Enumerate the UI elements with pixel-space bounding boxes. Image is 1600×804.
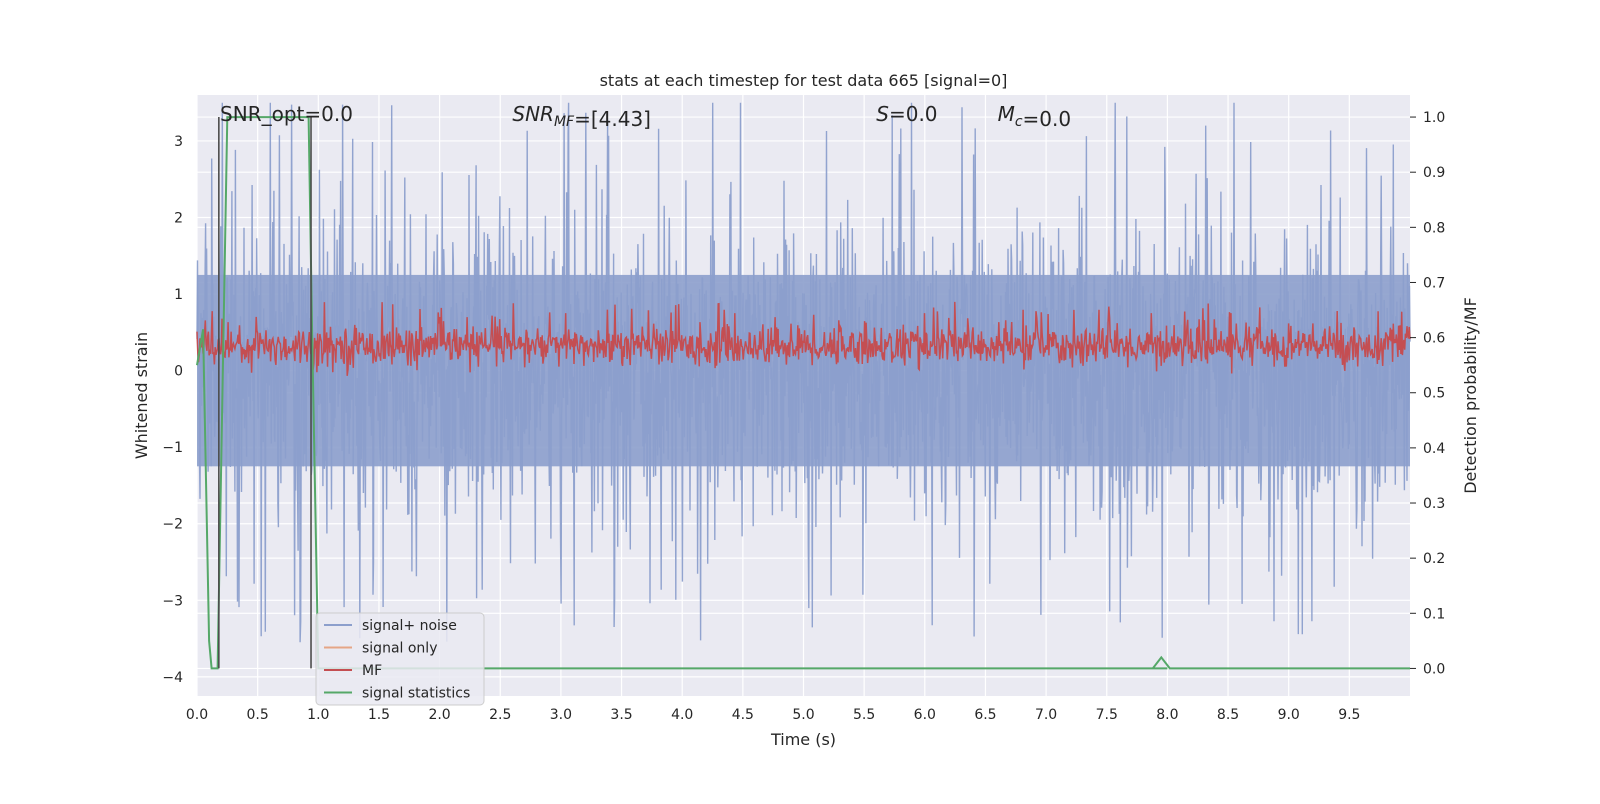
annotation-part: S: [876, 102, 889, 126]
legend-box: [315, 612, 485, 706]
y-right-tick-label: 0.5: [1423, 386, 1445, 402]
legend-label: signal+ noise: [362, 618, 457, 634]
y-left-tick-label: −2: [162, 517, 183, 533]
stat-annotation: Mc=0.0: [998, 102, 1072, 131]
y-axis-right-label: Detection probability/MF: [1461, 297, 1480, 494]
y-left-tick-label: 3: [174, 134, 183, 150]
y-left-tick-label: 2: [174, 210, 183, 226]
x-tick-label: 8.5: [1217, 707, 1239, 723]
x-tick-label: 1.5: [368, 707, 390, 723]
x-tick-label: 3.5: [610, 707, 632, 723]
x-tick-label: 2.5: [489, 707, 511, 723]
annotation-part: c: [1015, 114, 1023, 130]
x-tick-label: 7.0: [1035, 707, 1057, 723]
x-axis-label: Time (s): [770, 730, 836, 749]
mf-line: [196, 301, 1411, 376]
x-tick-label: 6.0: [914, 707, 936, 723]
y-right-tick-label: 1.0: [1423, 110, 1445, 126]
x-tick-label: 0.5: [247, 707, 269, 723]
y-right-tick-label: 0.8: [1423, 220, 1445, 236]
mf-series: [196, 301, 1411, 376]
y-right-tick-label: 0.9: [1423, 165, 1445, 181]
x-tick-label: 6.5: [974, 707, 996, 723]
annotation-layer: SNR_opt=0.0 SNRMF=[4.43] S=0.0 Mc=0.0: [220, 102, 1071, 131]
signal-noise-band: [197, 274, 1410, 467]
x-tick-label: 4.5: [732, 707, 754, 723]
annotation-part: SNR_opt=0.0: [220, 102, 353, 126]
y-right-tick-label: 0.4: [1423, 441, 1445, 457]
y-right-tick-label: 0.6: [1423, 331, 1445, 347]
x-tick-label: 9.0: [1278, 707, 1300, 723]
x-tick-label: 3.0: [550, 707, 572, 723]
annotation-part: =0.0: [889, 102, 938, 126]
annotation-part: =[4.43]: [574, 107, 651, 131]
legend-label: signal only: [362, 641, 437, 657]
annotation-part: SNR: [512, 102, 554, 126]
y-axis-left-label: Whitened strain: [132, 332, 151, 459]
y-left-tick-label: −3: [162, 593, 183, 609]
annotation-part: =0.0: [1023, 107, 1072, 131]
chart-title: stats at each timestep for test data 665…: [600, 71, 1008, 90]
legend-label: signal statistics: [362, 686, 470, 702]
y-right-tick-label: 0.2: [1423, 551, 1445, 567]
annotation-part: MF: [554, 114, 575, 130]
y-left-tick-label: 0: [174, 364, 183, 380]
y-left-tick-label: −4: [162, 670, 183, 686]
x-tick-label: 5.0: [792, 707, 814, 723]
x-tick-label: 5.5: [853, 707, 875, 723]
y-right-tick-label: 0.7: [1423, 275, 1445, 291]
y-right-tick-label: 0.0: [1423, 661, 1445, 677]
x-tick-label: 0.0: [186, 707, 208, 723]
stat-annotation: S=0.0: [876, 102, 937, 126]
annotation-part: M: [998, 102, 1015, 126]
x-tick-label: 7.5: [1096, 707, 1118, 723]
x-tick-label: 8.0: [1156, 707, 1178, 723]
y-left-tick-label: −1: [162, 440, 183, 456]
tick-layer: 0.0 0.5 1.0 1.5 2.0 2.5 3.0 3.5 4.0 4.5 5.0 5.5 6.0 6…: [162, 110, 1445, 723]
legend: signal+ noise signal only MF signal statist…: [315, 612, 485, 706]
legend-label: MF: [362, 663, 382, 679]
x-tick-label: 2.0: [428, 707, 450, 723]
x-tick-label: 1.0: [307, 707, 329, 723]
x-tick-label: 9.5: [1338, 707, 1360, 723]
signal-statistics-series: [196, 116, 1410, 670]
x-tick-label: 4.0: [671, 707, 693, 723]
y-right-tick-label: 0.3: [1423, 496, 1445, 512]
stat-annotation: SNR_opt=0.0: [220, 102, 353, 126]
y-left-tick-label: 1: [174, 287, 183, 303]
stat-annotation: SNRMF=[4.43]: [512, 102, 651, 131]
y-right-tick-label: 0.1: [1423, 606, 1445, 622]
